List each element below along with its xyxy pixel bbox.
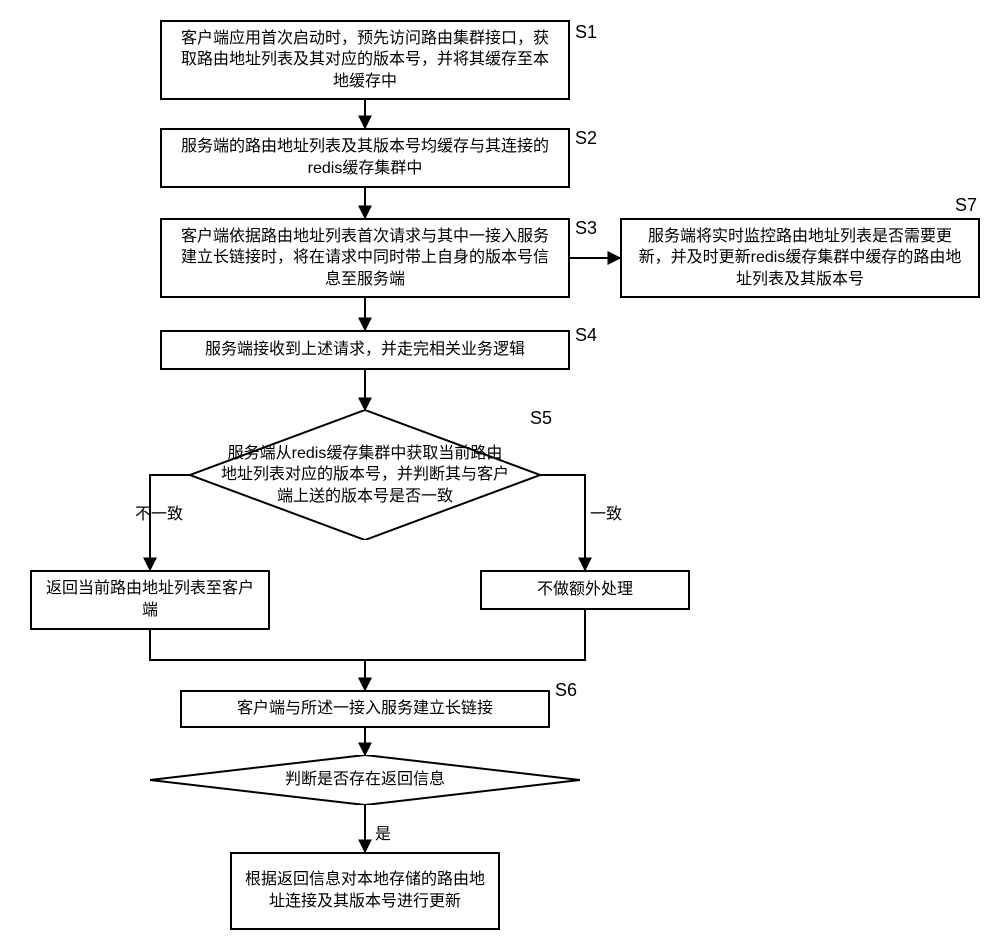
step-label-s3: S3 <box>575 218 597 239</box>
edge-label-consistent: 一致 <box>590 500 622 524</box>
step-label-s2: S2 <box>575 128 597 149</box>
node-text: 返回当前路由地址列表至客户端 <box>44 578 256 621</box>
step-label-s6: S6 <box>555 680 577 701</box>
step-label-s7: S7 <box>955 195 977 216</box>
node-check-return: 判断是否存在返回信息 <box>150 755 580 805</box>
node-text: 不做额外处理 <box>537 579 633 601</box>
node-text: 判断是否存在返回信息 <box>275 769 455 791</box>
node-text: 服务端将实时监控路由地址列表是否需要更新，并及时更新redis缓存集群中缓存的路… <box>634 226 966 291</box>
node-s7: 服务端将实时监控路由地址列表是否需要更新，并及时更新redis缓存集群中缓存的路… <box>620 218 980 298</box>
node-text: 客户端与所述一接入服务建立长链接 <box>237 698 493 720</box>
node-text: 服务端接收到上述请求，并走完相关业务逻辑 <box>205 339 525 361</box>
step-label-s1: S1 <box>575 22 597 43</box>
node-text: 服务端从redis缓存集群中获取当前路由地址列表对应的版本号，并判断其与客户端上… <box>210 443 520 508</box>
node-result-return: 返回当前路由地址列表至客户端 <box>30 570 270 630</box>
step-label-s4: S4 <box>575 325 597 346</box>
node-s1: 客户端应用首次启动时，预先访问路由集群接口，获取路由地址列表及其对应的版本号，并… <box>160 20 570 100</box>
node-s2: 服务端的路由地址列表及其版本号均缓存与其连接的redis缓存集群中 <box>160 128 570 188</box>
step-label-s5: S5 <box>530 408 552 429</box>
node-text: 服务端的路由地址列表及其版本号均缓存与其连接的redis缓存集群中 <box>174 136 556 179</box>
edge-label-yes: 是 <box>375 820 391 844</box>
node-s6: 客户端与所述一接入服务建立长链接 <box>180 690 550 728</box>
node-text: 根据返回信息对本地存储的路由地址连接及其版本号进行更新 <box>244 869 486 912</box>
node-s4: 服务端接收到上述请求，并走完相关业务逻辑 <box>160 330 570 370</box>
node-result-noop: 不做额外处理 <box>480 570 690 610</box>
edge-label-inconsistent: 不一致 <box>135 500 183 524</box>
node-s3: 客户端依据路由地址列表首次请求与其中一接入服务建立长链接时，将在请求中同时带上自… <box>160 218 570 298</box>
node-s5-decision: 服务端从redis缓存集群中获取当前路由地址列表对应的版本号，并判断其与客户端上… <box>190 410 540 540</box>
node-update: 根据返回信息对本地存储的路由地址连接及其版本号进行更新 <box>230 852 500 930</box>
node-text: 客户端应用首次启动时，预先访问路由集群接口，获取路由地址列表及其对应的版本号，并… <box>174 28 556 93</box>
node-text: 客户端依据路由地址列表首次请求与其中一接入服务建立长链接时，将在请求中同时带上自… <box>174 226 556 291</box>
flowchart-canvas: 客户端应用首次启动时，预先访问路由集群接口，获取路由地址列表及其对应的版本号，并… <box>0 0 1000 950</box>
